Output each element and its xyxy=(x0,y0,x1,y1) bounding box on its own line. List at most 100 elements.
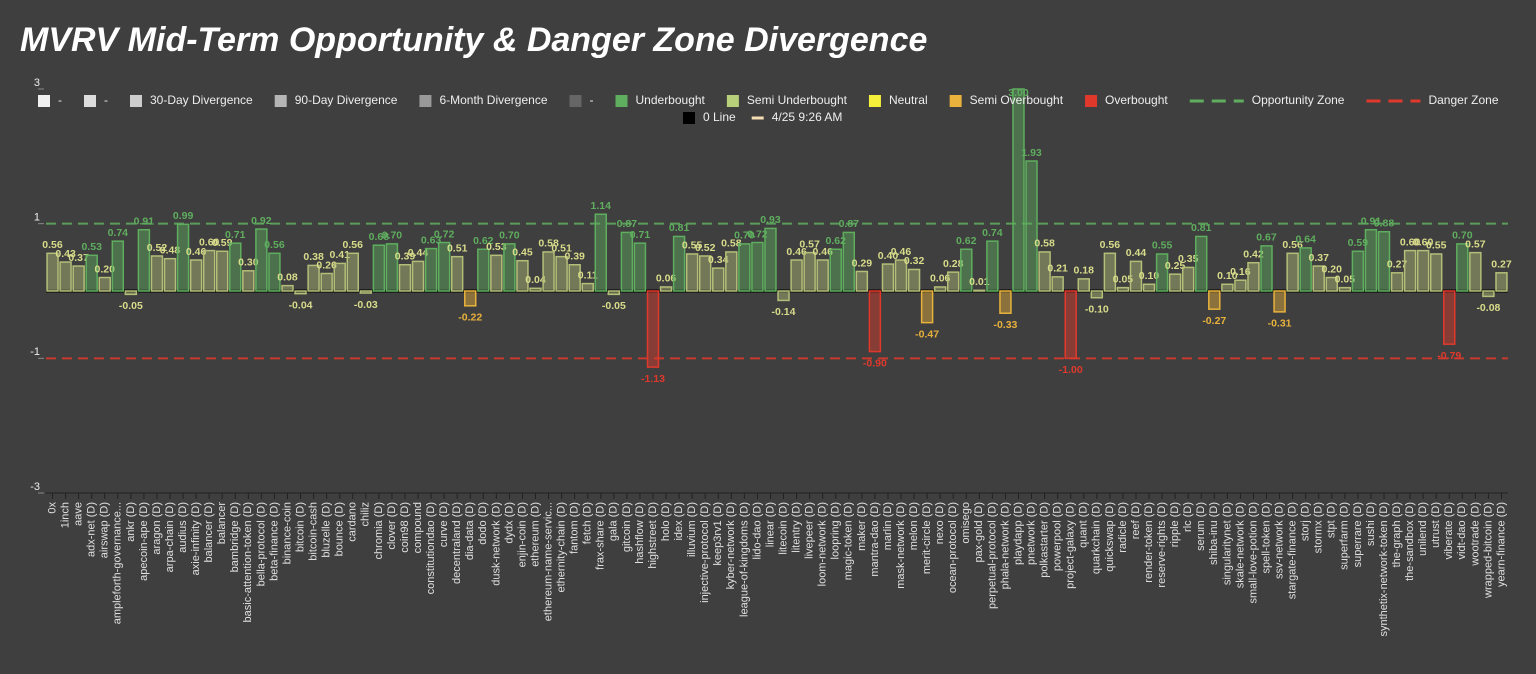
data-label: 0.30 xyxy=(238,257,259,269)
x-tick-label: litentry (D) xyxy=(790,502,802,553)
x-tick-label: ankr (D) xyxy=(125,502,137,542)
bar xyxy=(72,265,85,292)
bar xyxy=(1038,251,1051,292)
data-label: 0.40 xyxy=(878,250,899,262)
data-label: 0.71 xyxy=(225,229,246,241)
data-label: 0.58 xyxy=(1034,238,1055,250)
data-label: 0.62 xyxy=(826,235,847,247)
x-tick-label: lido-dao (D) xyxy=(751,502,763,559)
data-label: -0.05 xyxy=(602,300,626,312)
bar xyxy=(672,235,686,292)
bar xyxy=(607,290,621,296)
data-label: 0.18 xyxy=(1074,265,1095,277)
data-label: 0.27 xyxy=(1387,259,1408,271)
x-tick-label: reserve-rights (D) xyxy=(1156,502,1168,588)
data-label: 0.46 xyxy=(891,246,912,258)
x-tick-label: melon (D) xyxy=(908,502,920,550)
data-label: -1.13 xyxy=(641,373,665,385)
x-tick-label: omisego xyxy=(960,502,972,544)
x-tick-label: audius (D) xyxy=(177,502,189,553)
x-tick-label: compound xyxy=(412,502,424,553)
bar xyxy=(946,271,960,292)
x-tick-label: yearn-finance (D) xyxy=(1495,502,1507,587)
x-tick-label: phala-network (D) xyxy=(999,502,1011,589)
data-label: 0.58 xyxy=(721,238,742,250)
bar xyxy=(1443,290,1456,345)
data-label: 0.48 xyxy=(160,244,181,256)
bar xyxy=(685,253,699,292)
y-tick-label: -3 xyxy=(30,481,40,493)
x-tick-label: linear (D) xyxy=(764,502,776,547)
x-tick-label: sushi (D) xyxy=(1365,502,1377,546)
x-tick-label: dia-data (D) xyxy=(464,502,476,560)
bar xyxy=(1247,261,1260,292)
bar xyxy=(1312,265,1325,292)
bar xyxy=(1390,272,1404,292)
bar xyxy=(437,241,451,292)
data-label: 0.11 xyxy=(578,269,598,281)
x-tick-label: basic-attention-token (D) xyxy=(242,502,254,622)
x-tick-label: bluzelle (D) xyxy=(321,502,333,558)
bar xyxy=(1364,228,1378,292)
data-label: 0.60 xyxy=(199,236,220,248)
bar xyxy=(712,267,725,292)
data-label: -0.47 xyxy=(915,328,939,340)
bar xyxy=(529,287,542,292)
data-label: 0.29 xyxy=(852,257,873,269)
bar xyxy=(1012,88,1025,292)
data-label: 0.43 xyxy=(55,248,76,260)
bar xyxy=(594,213,608,292)
data-label: 0.67 xyxy=(1256,232,1277,244)
x-tick-label: bounce (D) xyxy=(334,502,346,556)
bar xyxy=(46,252,59,292)
bar xyxy=(555,255,568,292)
data-label: 0.72 xyxy=(747,228,768,240)
bar xyxy=(633,242,647,292)
data-label: 0.72 xyxy=(434,228,455,240)
data-label: 0.81 xyxy=(669,222,690,234)
x-tick-label: vidt-dao (D) xyxy=(1456,502,1468,559)
data-label: 0.55 xyxy=(1152,240,1173,252)
data-label: 0.25 xyxy=(1165,260,1186,272)
x-tick-label: quant (D) xyxy=(1078,502,1090,548)
bar xyxy=(1377,230,1391,292)
data-label: 0.42 xyxy=(1243,249,1264,261)
data-label: 0.44 xyxy=(408,247,429,259)
bar xyxy=(907,268,921,292)
x-tick-label: marlin (D) xyxy=(882,502,894,550)
bar xyxy=(255,228,268,292)
x-tick-label: project-galaxy (D) xyxy=(1065,502,1077,589)
x-tick-label: ssv-network (D) xyxy=(1273,502,1285,579)
data-label: -0.79 xyxy=(1437,350,1461,362)
data-label: 0.59 xyxy=(212,237,233,249)
data-label: 0.56 xyxy=(42,239,63,251)
x-tick-label: bella-protocol (D) xyxy=(255,502,267,586)
bar xyxy=(1338,286,1352,292)
legend-label: 90-Day Divergence xyxy=(295,93,398,107)
data-label: 0.04 xyxy=(525,274,546,286)
legend-label: - xyxy=(58,93,62,107)
bar xyxy=(307,264,320,292)
data-label: 0.06 xyxy=(656,273,677,285)
data-label: -0.10 xyxy=(1085,304,1109,316)
legend-label: Semi Overbought xyxy=(970,93,1064,107)
bar xyxy=(333,262,346,292)
bar xyxy=(920,290,934,324)
bar xyxy=(398,263,412,292)
bar xyxy=(1299,247,1312,292)
bar xyxy=(150,255,164,292)
legend-swatch xyxy=(949,95,962,107)
bar xyxy=(1077,278,1090,292)
x-tick-label: rlc (D) xyxy=(1182,502,1194,532)
bar xyxy=(1129,260,1143,292)
x-tick-label: injective-protocol (D) xyxy=(699,502,711,603)
x-tick-label: balancer xyxy=(216,502,228,545)
data-label: 0.37 xyxy=(68,252,89,264)
legend-label: 0 Line xyxy=(703,110,736,124)
x-tick-label: keep3rv1 (D) xyxy=(712,502,724,566)
data-label: 0.32 xyxy=(904,255,925,267)
x-tick-label: aragon (D) xyxy=(151,502,163,555)
data-label: -0.90 xyxy=(863,357,887,369)
bar xyxy=(503,243,516,292)
data-label: 0.39 xyxy=(564,251,585,263)
